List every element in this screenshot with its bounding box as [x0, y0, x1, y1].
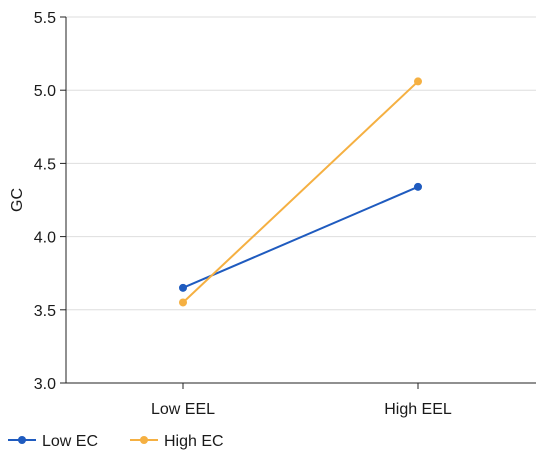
data-point [179, 298, 187, 307]
series-line [182, 80, 419, 304]
y-tick-label: 3.0 [34, 376, 56, 393]
axes [60, 16, 536, 389]
series-group [179, 77, 422, 307]
y-tick-label: 5.5 [34, 10, 56, 27]
legend-label: High EC [164, 433, 224, 450]
x-tick-label: High EEL [384, 401, 452, 418]
legend-label: Low EC [42, 433, 98, 450]
gridlines [66, 16, 536, 311]
x-tick-labels: Low EEL High EEL [151, 401, 452, 418]
legend: Low EC High EC [8, 433, 224, 450]
y-tick-label: 4.0 [34, 230, 56, 247]
series-line [182, 185, 419, 289]
y-tick-label: 4.5 [34, 156, 56, 173]
data-point [414, 77, 422, 86]
y-tick-label: 5.0 [34, 83, 56, 100]
x-tick-label: Low EEL [151, 401, 215, 418]
y-axis-title: GC [9, 188, 26, 212]
data-point [414, 182, 422, 191]
legend-marker [18, 436, 26, 444]
legend-marker [140, 436, 148, 444]
y-tick-label: 3.5 [34, 303, 56, 320]
data-point [179, 283, 187, 292]
y-tick-labels: 3.0 3.5 4.0 4.5 5.0 5.5 [34, 10, 56, 393]
